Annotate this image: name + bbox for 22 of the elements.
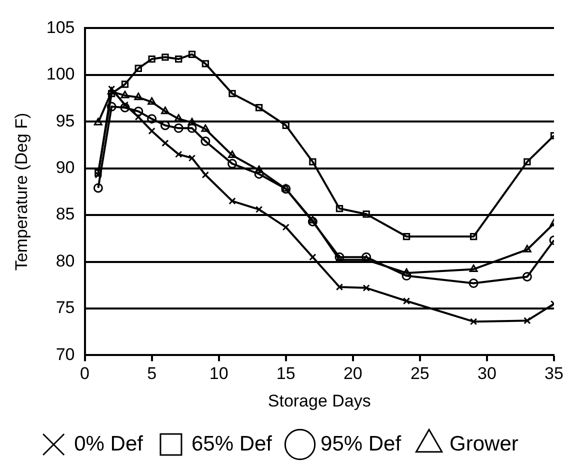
y-axis-title: Temperature (Deg F) — [12, 112, 31, 271]
x-tick-label: 30 — [478, 364, 496, 384]
y-tick-label: 85 — [56, 204, 75, 224]
y-tick-label: 105 — [46, 18, 75, 37]
legend-label: Grower — [450, 432, 518, 456]
legend-label: 95% Def — [320, 432, 402, 456]
x-tick-label: 15 — [276, 364, 296, 384]
x-tick-label: 10 — [209, 364, 228, 384]
x-tick-label: 5 — [147, 364, 157, 384]
legend-label: 65% Def — [191, 432, 272, 456]
x-axis-title: Storage Days — [268, 391, 371, 410]
y-tick-label: 70 — [56, 344, 75, 364]
y-tick-label: 100 — [46, 64, 75, 84]
y-tick-label: 75 — [56, 298, 75, 318]
y-tick-label: 80 — [56, 251, 75, 270]
y-tick-label: 95 — [56, 111, 75, 130]
x-tick-label: 35 — [544, 364, 564, 384]
x-tick-label: 25 — [410, 364, 430, 384]
x-tick-label: 20 — [343, 364, 362, 384]
legend-label: 0% Def — [74, 432, 144, 456]
y-tick-label: 90 — [56, 158, 75, 178]
x-tick-label: 0 — [80, 364, 90, 384]
